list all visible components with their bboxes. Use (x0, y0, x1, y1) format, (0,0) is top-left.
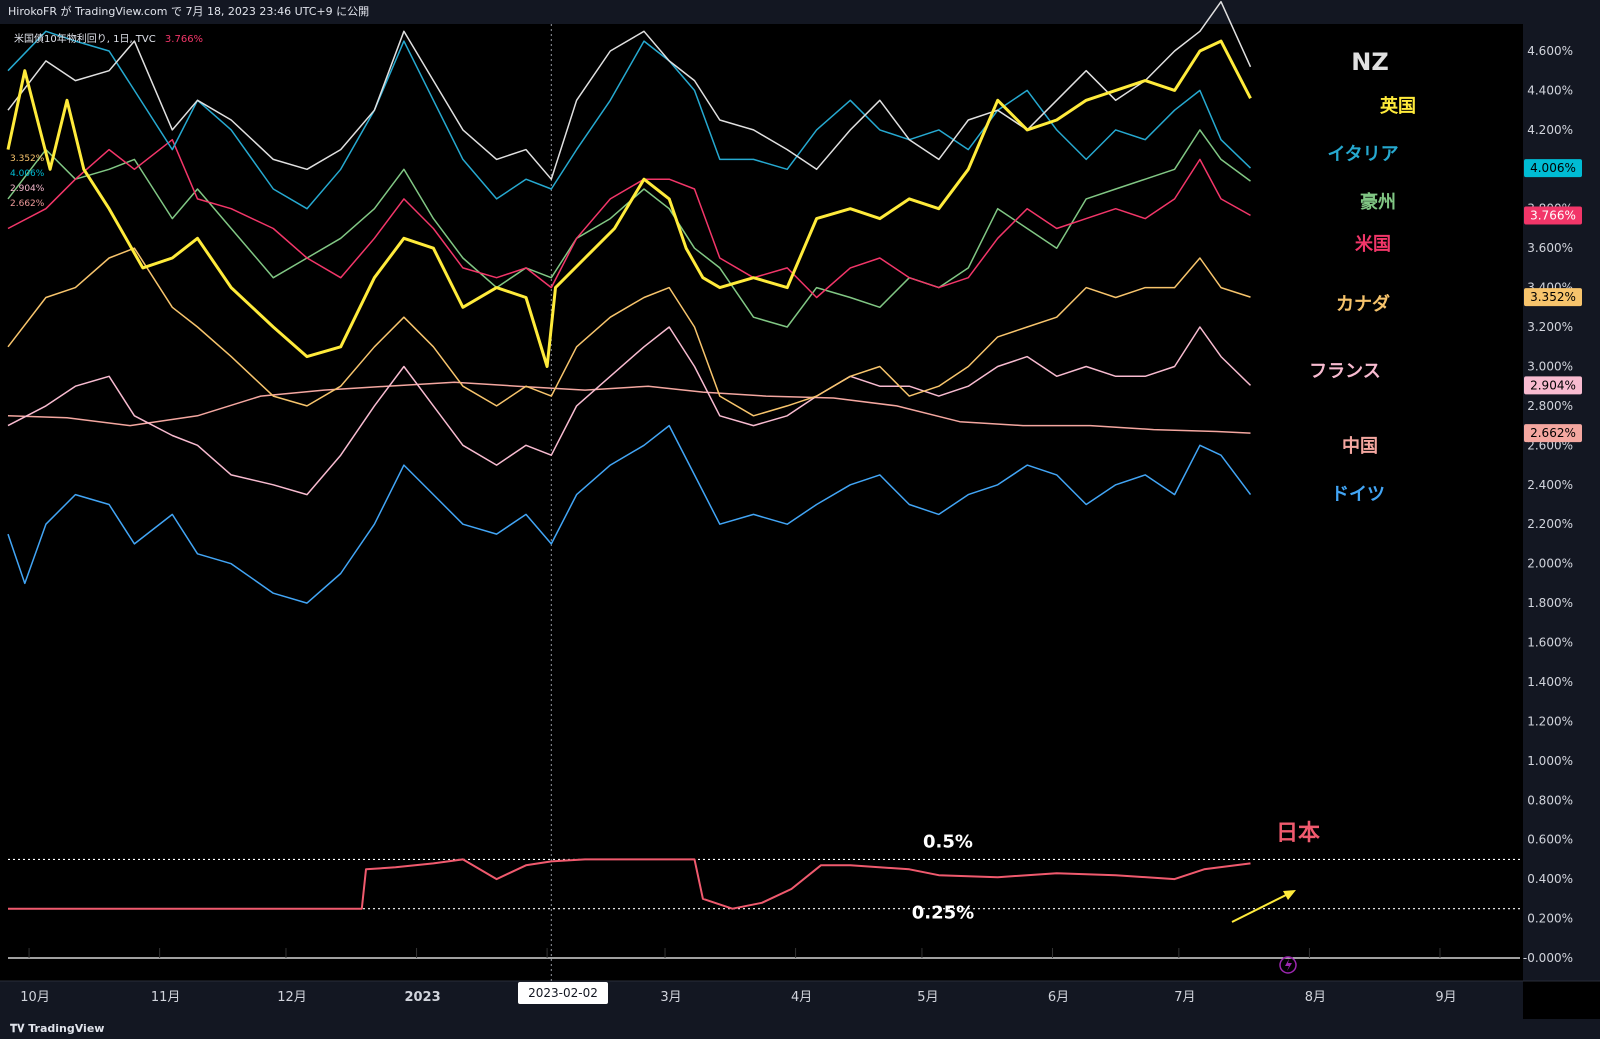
y-tick-label: 1.600% (1527, 636, 1573, 650)
mini-legend: 3.352% 4.006% 2.904% 2.662% (10, 152, 44, 212)
x-tick-label: 5月 (917, 990, 938, 1005)
chart-area[interactable] (0, 24, 1523, 981)
price-axis-panel (1523, 24, 1600, 981)
price-tag (1524, 206, 1582, 225)
arrow-annotation (1231, 891, 1293, 923)
series-line-us (7, 138, 1251, 299)
y-tick-label: 1.800% (1527, 596, 1573, 610)
publisher-text: HirokoFR が TradingView.com で 7月 18, 2023… (8, 5, 370, 18)
y-tick-label: 0.800% (1527, 793, 1573, 807)
series-label-nz: NZ (1351, 48, 1389, 76)
series-label-australia: 豪州 (1360, 191, 1396, 213)
y-tick-label: 0.600% (1527, 833, 1573, 847)
y-tick-label: 2.400% (1527, 478, 1573, 492)
x-tick-label: 8月 (1305, 990, 1326, 1005)
series-line-australia (7, 129, 1251, 328)
x-tick-label: 11月 (151, 990, 181, 1005)
series-line-nz (7, 0, 1252, 180)
crosshair-date-label: 2023-02-02 (518, 982, 608, 1004)
y-tick-label: 1.400% (1527, 675, 1573, 689)
price-tag (1524, 288, 1582, 307)
y-tick-label: 3.200% (1527, 320, 1573, 334)
price-tag-label: 2.662% (1530, 426, 1576, 440)
y-tick-label: 2.000% (1527, 557, 1573, 571)
x-tick-label: 7月 (1174, 990, 1195, 1005)
series-label-canada: カナダ (1336, 293, 1390, 315)
series-line-canada (7, 247, 1251, 417)
lightning-icon (1279, 956, 1297, 974)
y-tick-label: 0.200% (1527, 912, 1573, 926)
y-tick-label: 2.800% (1527, 399, 1573, 413)
price-tag-label: 4.006% (1530, 161, 1576, 175)
price-tag (1524, 376, 1582, 395)
y-tick-label: 4.600% (1527, 44, 1573, 58)
tv-logo-mark: 𝐓𝐕 (10, 1022, 25, 1035)
price-tag (1524, 424, 1582, 443)
lightning-bolt-icon (1285, 959, 1292, 971)
x-tick-label: 3月 (660, 990, 681, 1005)
y-tick-label: 1.000% (1527, 754, 1573, 768)
mini-legend-item: 3.352% (10, 154, 45, 164)
series-line-italy (7, 30, 1252, 210)
mini-legend-item: 2.662% (10, 199, 45, 209)
y-tick-label: -0.000% (1523, 951, 1573, 965)
y-tick-label: 4.200% (1527, 123, 1573, 137)
x-tick-label: 2023 (404, 990, 440, 1005)
series-label-france: フランス (1309, 361, 1381, 382)
symbol-last-value: 3.766% (164, 34, 204, 45)
price-tag-label: 3.766% (1530, 208, 1576, 222)
y-tick-label: 4.400% (1527, 83, 1573, 97)
time-axis-panel (0, 981, 1523, 1019)
y-tick-label: 2.200% (1527, 517, 1573, 531)
y-tick-label: 0.400% (1527, 872, 1573, 886)
x-tick-label: 4月 (791, 990, 812, 1005)
tv-brand-text: TradingView (28, 1022, 105, 1035)
price-tag (1524, 159, 1582, 178)
series-label-japan: 日本 (1276, 821, 1320, 846)
x-tick-label: 9月 (1435, 990, 1456, 1005)
y-tick-label: 3.600% (1527, 241, 1573, 255)
y-tick-label: 3.000% (1527, 359, 1573, 373)
publisher-bar: HirokoFR が TradingView.com で 7月 18, 2023… (0, 0, 1600, 24)
price-tag-label: 3.352% (1530, 290, 1576, 304)
series-label-uk: 英国 (1379, 95, 1416, 117)
mini-legend-item: 2.904% (10, 184, 45, 194)
series-label-italy: イタリア (1327, 144, 1398, 165)
series-label-germany: ドイツ (1331, 484, 1385, 505)
series-label-china: 中国 (1342, 435, 1378, 457)
footer-bar: 𝐓𝐕 TradingView (0, 1019, 1600, 1039)
x-tick-label: 6月 (1048, 990, 1069, 1005)
x-tick-label: 12月 (277, 990, 307, 1005)
arrow-head-icon (1283, 890, 1296, 900)
tradingview-logo[interactable]: 𝐓𝐕 TradingView (10, 1022, 104, 1035)
annotation-025: 0.25% (912, 903, 974, 924)
symbol-legend[interactable]: 米国債10年物利回り, 1日, TVC 3.766% (14, 30, 203, 45)
series-line-china (7, 381, 1251, 434)
series-label-us: 米国 (1355, 233, 1391, 255)
price-tag-label: 2.904% (1530, 378, 1576, 392)
series-line-germany (7, 424, 1252, 604)
y-tick-label: 1.200% (1527, 714, 1573, 728)
annotation-05: 0.5% (923, 831, 973, 852)
symbol-title: 米国債10年物利回り, 1日, TVC (14, 34, 156, 45)
series-line-japan (8, 858, 1251, 910)
series-line-france (7, 326, 1252, 496)
series-line-uk (6, 39, 1252, 368)
mini-legend-item: 4.006% (10, 169, 45, 179)
x-tick-label: 10月 (20, 990, 50, 1005)
